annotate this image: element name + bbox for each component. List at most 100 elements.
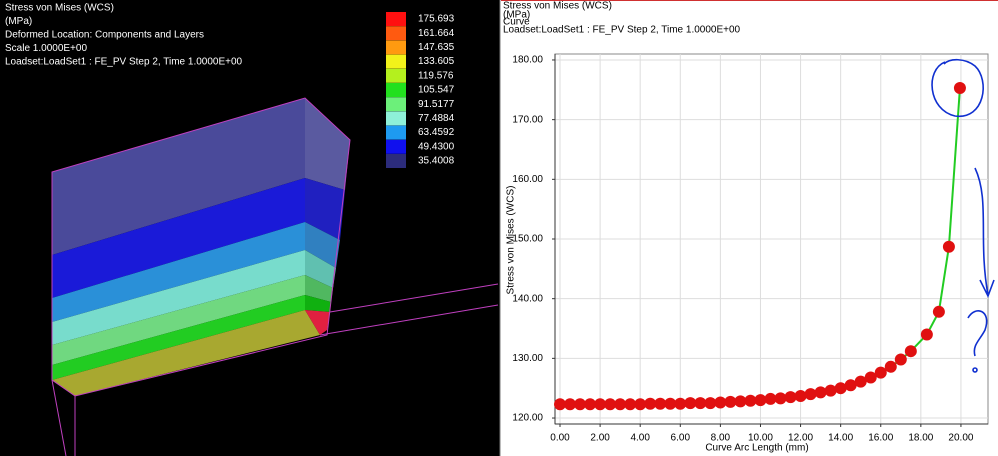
x-tick-label: 16.00 [868, 433, 893, 444]
y-tick-label: 180.00 [512, 55, 543, 66]
x-tick-label: 18.00 [908, 433, 933, 444]
pen-question [967, 310, 988, 357]
pen-arrow [974, 167, 995, 298]
band [305, 295, 331, 312]
band [305, 178, 345, 240]
viewport-header: Stress von Mises (WCS) (MPa) Deformed Loca… [5, 3, 243, 68]
marker [844, 379, 857, 392]
pen-dot [972, 367, 978, 373]
marker [953, 82, 966, 95]
graph-window [500, 0, 998, 456]
marker [644, 397, 657, 410]
marker [814, 386, 827, 399]
marker [614, 398, 627, 411]
x-tick-label: 10.00 [748, 433, 773, 444]
x-tick-label: 12.00 [788, 433, 813, 444]
y-tick-label: 140.00 [512, 293, 543, 304]
legend: 175.693 161.664 147.635 133.605 119.576 105.5… [386, 12, 455, 168]
x-tick-label: 20.00 [948, 433, 973, 444]
marker [704, 397, 717, 410]
marker [854, 375, 867, 388]
band [305, 250, 336, 288]
marker [564, 398, 577, 411]
marker [784, 391, 797, 404]
header-line: Scale 1.0000E+00 [5, 43, 87, 54]
marker [754, 394, 767, 407]
legend-swatch [386, 111, 406, 126]
marker [674, 397, 687, 410]
marker [584, 398, 597, 411]
band [305, 275, 333, 302]
legend-swatch [386, 83, 406, 97]
legend-swatch [386, 68, 406, 83]
edge [51, 379, 67, 456]
chart-title: Stress von Mises (WCS) [503, 1, 612, 12]
pen-circle [931, 58, 984, 117]
x-tick-label: 14.00 [828, 433, 853, 444]
marker [904, 345, 917, 358]
band [52, 275, 305, 365]
legend-label: 175.693 [418, 14, 455, 25]
pen-annotation [931, 58, 995, 373]
marker [744, 394, 757, 407]
y-axis-label: Stress von Mises (WCS) [506, 186, 517, 295]
marker [724, 395, 737, 408]
legend-swatch [386, 125, 406, 140]
chart-subtitle: (MPa) [503, 10, 530, 21]
legend-swatch [386, 12, 406, 26]
legend-swatch [386, 154, 406, 168]
outline [51, 97, 351, 397]
marker [714, 396, 727, 409]
header-line: (MPa) [5, 16, 32, 27]
legend-label: 119.576 [418, 70, 454, 81]
header-line: Deformed Location: Components and Layers [5, 30, 204, 41]
marker [764, 392, 777, 405]
marker [874, 366, 887, 379]
marker [554, 398, 567, 411]
marker [694, 397, 707, 410]
header-line: Loadset:LoadSet1 : FE_PV Step 2, Time 1.… [5, 57, 243, 68]
edge [319, 304, 499, 336]
marker [604, 398, 617, 411]
legend-label: 35.4008 [418, 156, 455, 167]
legend-label: 63.4592 [418, 127, 455, 138]
marker [932, 305, 945, 318]
band [305, 222, 340, 268]
marker [594, 398, 607, 411]
marker [654, 397, 667, 410]
band [52, 310, 320, 396]
edge [329, 283, 499, 313]
marker [804, 388, 817, 401]
marker [794, 389, 807, 402]
x-tick-label: 0.00 [550, 433, 570, 444]
marker [864, 371, 877, 384]
header-line: Stress von Mises (WCS) [5, 3, 114, 14]
marker [634, 398, 647, 411]
legend-swatch [386, 54, 406, 69]
x-tick-label: 6.00 [671, 433, 691, 444]
band [52, 98, 305, 255]
legend-label: 49.4300 [418, 141, 455, 152]
x-tick-label: 2.00 [590, 433, 610, 444]
x-axis-label: Curve Arc Length (mm) [705, 443, 808, 454]
legend-label: 105.547 [418, 85, 455, 96]
band [305, 98, 350, 190]
y-tick-label: 150.00 [512, 234, 543, 245]
legend-label: 133.605 [418, 56, 455, 67]
legend-label: 91.5177 [418, 99, 455, 110]
marker [664, 397, 677, 410]
x-tick-label: 4.00 [630, 433, 650, 444]
band [305, 310, 330, 335]
legend-swatch [386, 26, 406, 41]
y-tick-label: 120.00 [512, 413, 543, 424]
marker [684, 397, 697, 410]
chart-subtitle: Curve [503, 17, 530, 28]
marker [942, 240, 955, 253]
band [52, 178, 305, 298]
marker [824, 384, 837, 397]
marker [574, 398, 587, 411]
legend-swatch [386, 97, 406, 112]
marker [734, 395, 747, 408]
